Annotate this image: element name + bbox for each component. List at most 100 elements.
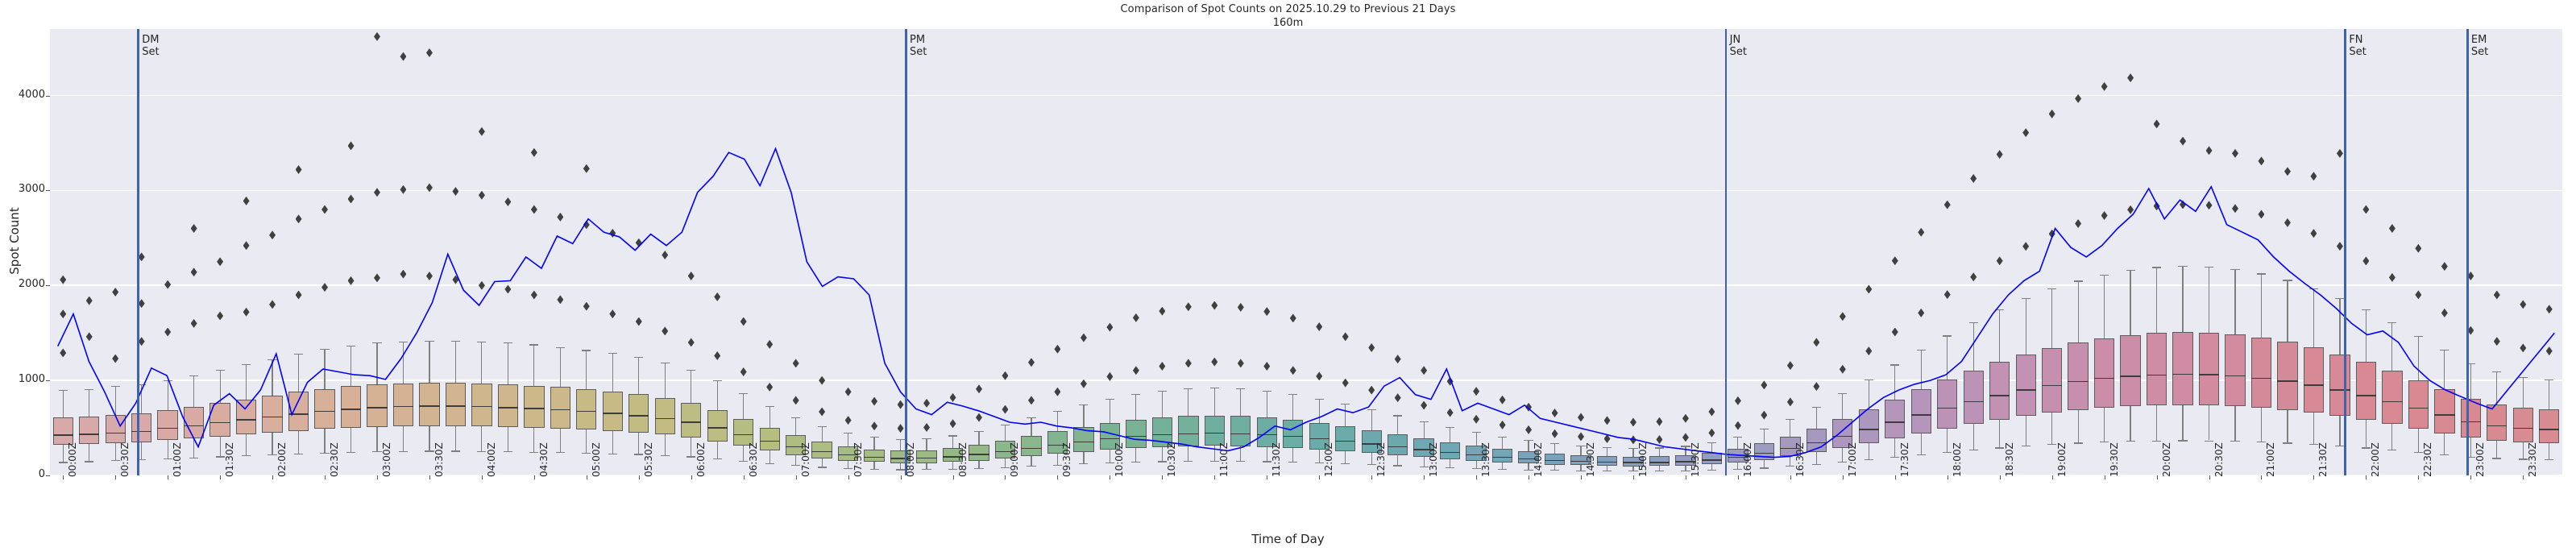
- x-tick-mark: [429, 475, 430, 479]
- box: [1283, 420, 1304, 449]
- box-median: [157, 428, 178, 429]
- box: [314, 388, 335, 429]
- outlier-marker: [1708, 428, 1715, 438]
- box-median: [785, 446, 807, 448]
- box-median: [1806, 442, 1827, 444]
- outlier-marker: [583, 164, 590, 173]
- box-whisker-cap: [2440, 350, 2449, 351]
- box-median: [497, 407, 519, 409]
- box: [2041, 347, 2063, 413]
- box-median: [1361, 443, 1382, 445]
- box-whisker-cap: [1759, 467, 1769, 469]
- event-line-dm-set: [137, 29, 139, 475]
- box-whisker-cap: [2518, 376, 2528, 378]
- box-median: [1178, 433, 1199, 434]
- outlier-marker: [1473, 387, 1480, 396]
- x-tick-label: 19:30Z: [2108, 442, 2120, 477]
- box-median: [1623, 462, 1644, 463]
- box-median: [1466, 454, 1487, 456]
- event-label-em-set: EM Set: [2470, 34, 2489, 58]
- box-median: [2434, 414, 2455, 416]
- outlier-marker: [871, 396, 878, 406]
- outlier-marker: [295, 290, 302, 300]
- box-whisker-cap: [948, 468, 958, 470]
- x-tick-label: 22:00Z: [2370, 442, 2382, 477]
- x-tick-mark: [1476, 475, 1478, 479]
- event-line-fn-set: [2344, 29, 2346, 475]
- box-whisker-cap: [869, 468, 879, 470]
- gridline: [50, 284, 2562, 287]
- outlier-marker: [1761, 410, 1768, 420]
- box-whisker-cap: [268, 454, 277, 456]
- outlier-marker: [504, 284, 512, 294]
- box-median: [2172, 373, 2193, 375]
- outlier-marker: [687, 271, 695, 280]
- box-whisker-cap: [1236, 460, 1246, 463]
- outlier-marker: [530, 290, 537, 300]
- box-whisker-cap: [1471, 432, 1481, 433]
- box-whisker-cap: [791, 417, 801, 418]
- x-tick-label: 14:00Z: [1533, 442, 1545, 477]
- box-median: [1910, 414, 1931, 416]
- outlier-marker: [1421, 400, 1428, 410]
- outlier-marker: [1421, 366, 1428, 375]
- box: [471, 383, 492, 427]
- box-median: [2329, 389, 2350, 391]
- outlier-marker: [2388, 224, 2396, 234]
- box-whisker-cap: [110, 460, 120, 462]
- x-tick-mark: [2313, 475, 2315, 479]
- outlier-marker: [1813, 338, 1820, 347]
- outlier-marker: [1106, 371, 1114, 381]
- outlier-marker: [2153, 119, 2160, 129]
- outlier-marker: [1682, 433, 1689, 442]
- x-tick-label: 15:00Z: [1636, 442, 1649, 477]
- x-tick-mark: [1371, 475, 1373, 479]
- box: [79, 416, 100, 445]
- outlier-marker: [897, 400, 904, 409]
- outlier-marker: [85, 332, 93, 342]
- box-median: [1021, 447, 1042, 450]
- box-median: [2277, 380, 2298, 382]
- box-whisker-cap: [58, 462, 68, 463]
- x-tick-mark: [1842, 475, 1844, 479]
- outlier-marker: [819, 375, 826, 385]
- outlier-marker: [347, 141, 355, 151]
- outlier-marker: [1054, 387, 1061, 396]
- outlier-marker: [373, 31, 380, 41]
- box-whisker-cap: [503, 342, 512, 344]
- box-whisker-cap: [2466, 456, 2475, 458]
- box-median: [209, 421, 230, 424]
- box-whisker-cap: [2230, 268, 2240, 271]
- outlier-marker: [2232, 148, 2238, 158]
- outlier-marker: [2232, 204, 2238, 214]
- box-median: [576, 410, 597, 413]
- box-whisker-cap: [1393, 415, 1403, 417]
- box: [2120, 334, 2141, 407]
- box-median: [2487, 425, 2508, 427]
- box-median: [2408, 408, 2429, 409]
- box-median: [759, 440, 780, 442]
- outlier-marker: [112, 288, 119, 297]
- box: [602, 391, 623, 432]
- outlier-marker: [1996, 256, 2003, 266]
- outlier-marker: [949, 392, 956, 402]
- outlier-marker: [1813, 382, 1820, 392]
- box-whisker-cap: [1027, 466, 1036, 467]
- x-tick-mark: [743, 475, 745, 479]
- box: [994, 440, 1016, 459]
- outlier-marker: [190, 268, 197, 277]
- x-tick-mark: [2261, 475, 2263, 479]
- outlier-marker: [1316, 371, 1323, 381]
- box-whisker-cap: [1367, 464, 1376, 466]
- box-whisker-cap: [1027, 417, 1036, 419]
- chart-title: Comparison of Spot Counts on 2025.10.29 …: [1120, 3, 1456, 15]
- box: [1780, 436, 1801, 457]
- outlier-marker: [2362, 256, 2370, 266]
- x-tick-label: 23:00Z: [2474, 442, 2487, 477]
- outlier-marker: [1499, 420, 1506, 429]
- x-tick-mark: [1894, 475, 1896, 479]
- box-whisker-cap: [450, 340, 460, 342]
- box-whisker-cap: [1446, 426, 1455, 428]
- y-tick-label: 0: [38, 468, 45, 480]
- box-median: [1151, 434, 1173, 436]
